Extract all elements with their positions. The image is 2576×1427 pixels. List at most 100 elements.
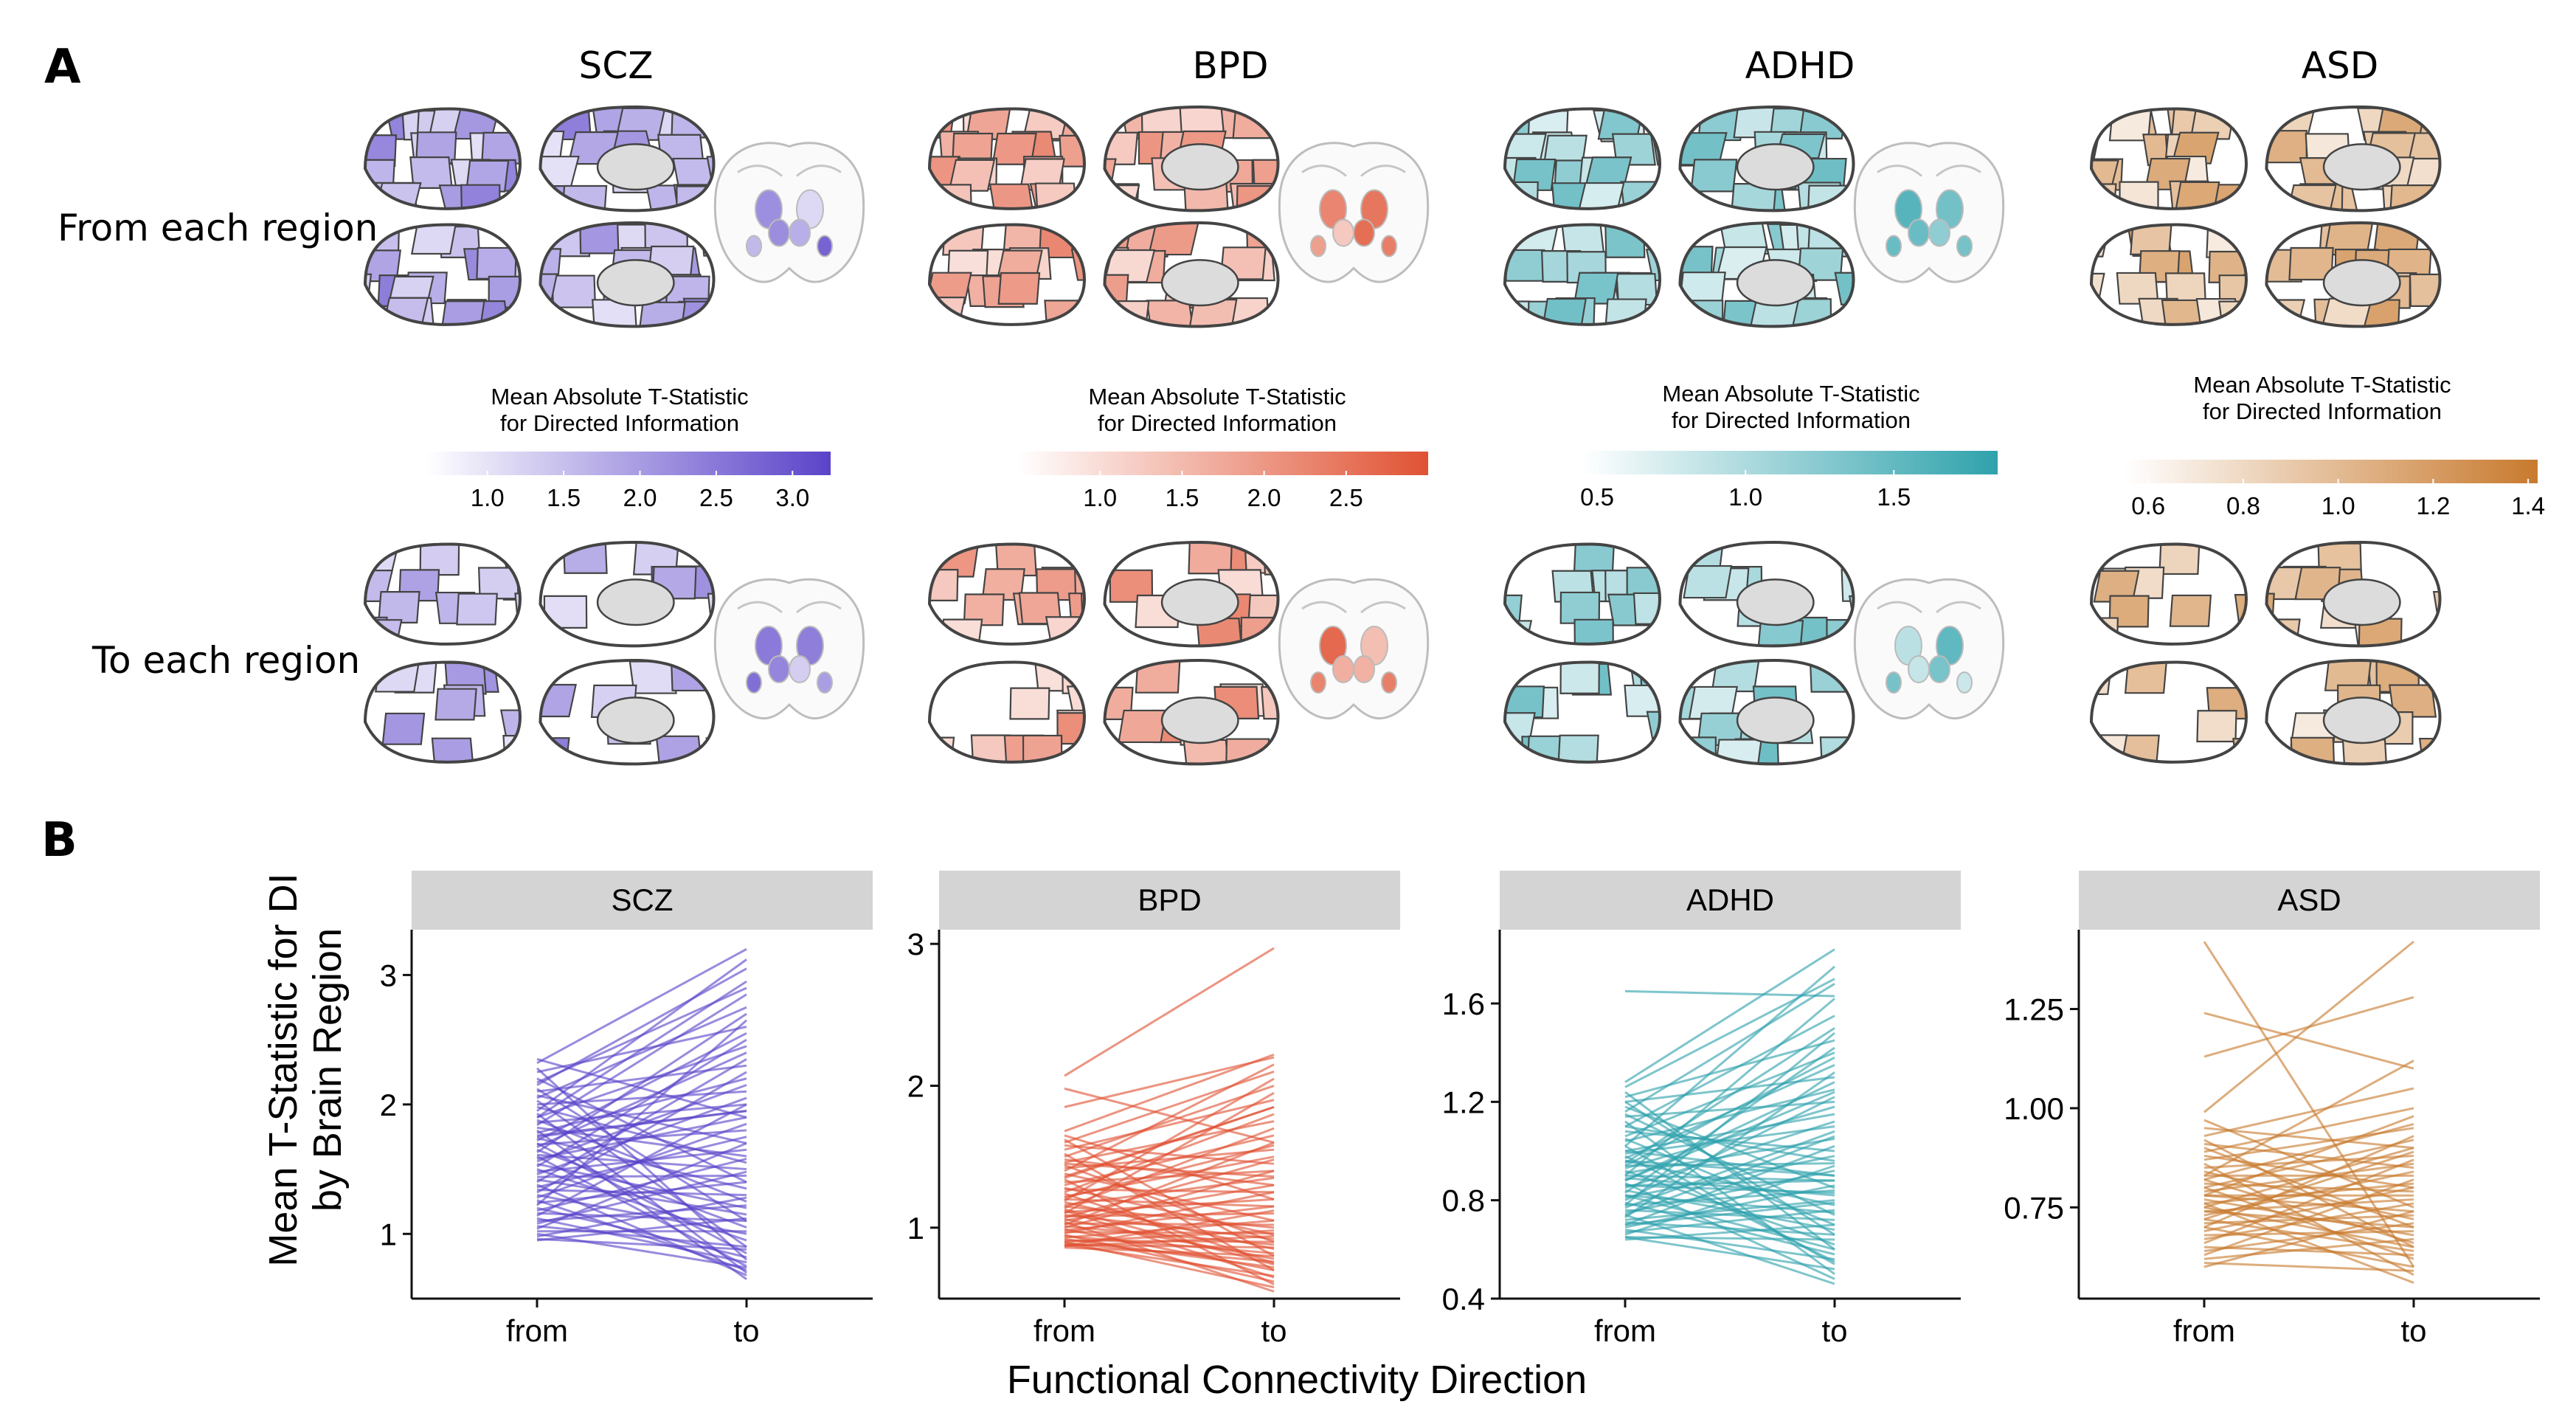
colorbar-tick-label: 2.5 [1329,484,1363,511]
brain-set-bpd-to [927,540,1430,769]
brain-region [1452,713,1495,744]
brain-region [2536,621,2576,653]
brain-region [732,545,781,576]
brain-region [1346,737,1393,769]
brain-region [2169,594,2212,627]
brain-region [1018,592,1062,625]
region-line [536,1103,747,1217]
brain-region [543,595,588,629]
subcortical-region [1332,655,1354,683]
colorbar-tick-label: 1.5 [1165,484,1199,511]
coronal-outline [1853,578,2005,720]
brain-region [288,713,332,744]
hemisphere-outline [1103,540,1280,648]
y-tick-label: 2 [907,1069,924,1104]
brain-region [1446,618,1487,649]
colorbar-gradient [426,452,831,475]
hemisphere-outline [927,542,1087,646]
colorbar-tick-label: 1.2 [2416,492,2450,519]
region-line [536,958,747,1112]
region-line [1624,1113,1835,1153]
y-tick-label: 0.75 [2004,1190,2064,1225]
medial-wall [2322,143,2401,191]
brain-region [314,739,356,770]
region-line [1064,1184,1275,1222]
hemisphere-outline [1678,221,1855,328]
brain-region [276,687,322,718]
subcortical-coronal [1278,578,1430,720]
hemisphere-outline [2089,223,2248,326]
facet-strip [1500,871,1961,930]
facet-bpd: BPD 1 2 3 from to [907,871,1400,1348]
region-line [1624,965,1835,1147]
brain-region [540,737,570,764]
region-line [536,1058,747,1184]
brain-region [852,300,898,331]
coronal-outline [713,142,865,283]
colorbar-tick-label: 2.0 [623,484,657,511]
brain-region [245,595,291,626]
brain-region [1109,569,1154,603]
region-line [1064,1208,1275,1266]
colorbar-title-line2: for Directed Information [500,410,739,436]
brain-region [1903,543,1950,575]
brain-region [1009,687,1050,720]
brain-region [963,593,1005,626]
brain-region [2409,273,2440,307]
colorbar-tick-label: 1.0 [1083,484,1117,511]
x-tick-label: to [2400,1313,2426,1348]
region-line [536,1038,747,1168]
region-line [1064,1141,1275,1226]
medial-wall [1160,143,1239,191]
region-line [536,993,747,1127]
brain-region [1928,542,1978,574]
brain-region [410,224,457,255]
brain-region [706,156,714,190]
disorder-title-bpd: BPD [1193,44,1269,87]
region-line [2203,1115,2414,1197]
region-line [1624,1113,1835,1217]
hemisphere-outline [363,107,522,210]
colorbar-title-line2: for Directed Information [1098,410,1337,436]
subcortical-region [789,655,811,683]
brain-region [929,297,946,325]
facet-adhd: ADHD 0.4 0.8 1.2 1.6 from to [1442,871,1961,1348]
facet-strip-label: BPD [1138,882,1201,917]
brain-maps [212,105,2576,770]
brain-region [2196,710,2237,743]
region-line [2203,941,2415,1268]
lateral-hemisphere-left [2089,107,2248,210]
region-line [1624,1179,1835,1187]
region-line [1624,1155,1835,1199]
hemisphere-outline [1503,542,1662,646]
y-tick-label: 3 [907,927,924,961]
region-line [1624,1057,1835,1167]
row-label-from: From each region [58,207,378,249]
brain-region [707,592,714,626]
hemisphere-outline [363,542,522,646]
region-line [1064,1222,1275,1226]
y-tick-label: 2 [380,1088,397,1122]
region-line [536,1217,747,1242]
colorbar-tick-label: 1.5 [547,484,581,511]
hemisphere-outline [539,658,716,766]
hemisphere-outline [2089,107,2248,210]
region-line [536,1204,747,1223]
brain-region [561,184,608,211]
brain-region [409,156,453,189]
region-line [1624,1144,1835,1226]
medial-wall [2322,259,2401,307]
brain-region [2266,592,2275,626]
brain-region [434,688,477,721]
region-line [2203,1230,2414,1237]
medial-wall [596,143,675,191]
brain-region [1559,662,1600,694]
brain-region [212,739,258,770]
brain-region [1034,182,1077,209]
medial-hemisphere-right [1103,658,1393,769]
brain-region [1505,620,1533,644]
colorbar-tick-label: 1.5 [1877,483,1911,511]
